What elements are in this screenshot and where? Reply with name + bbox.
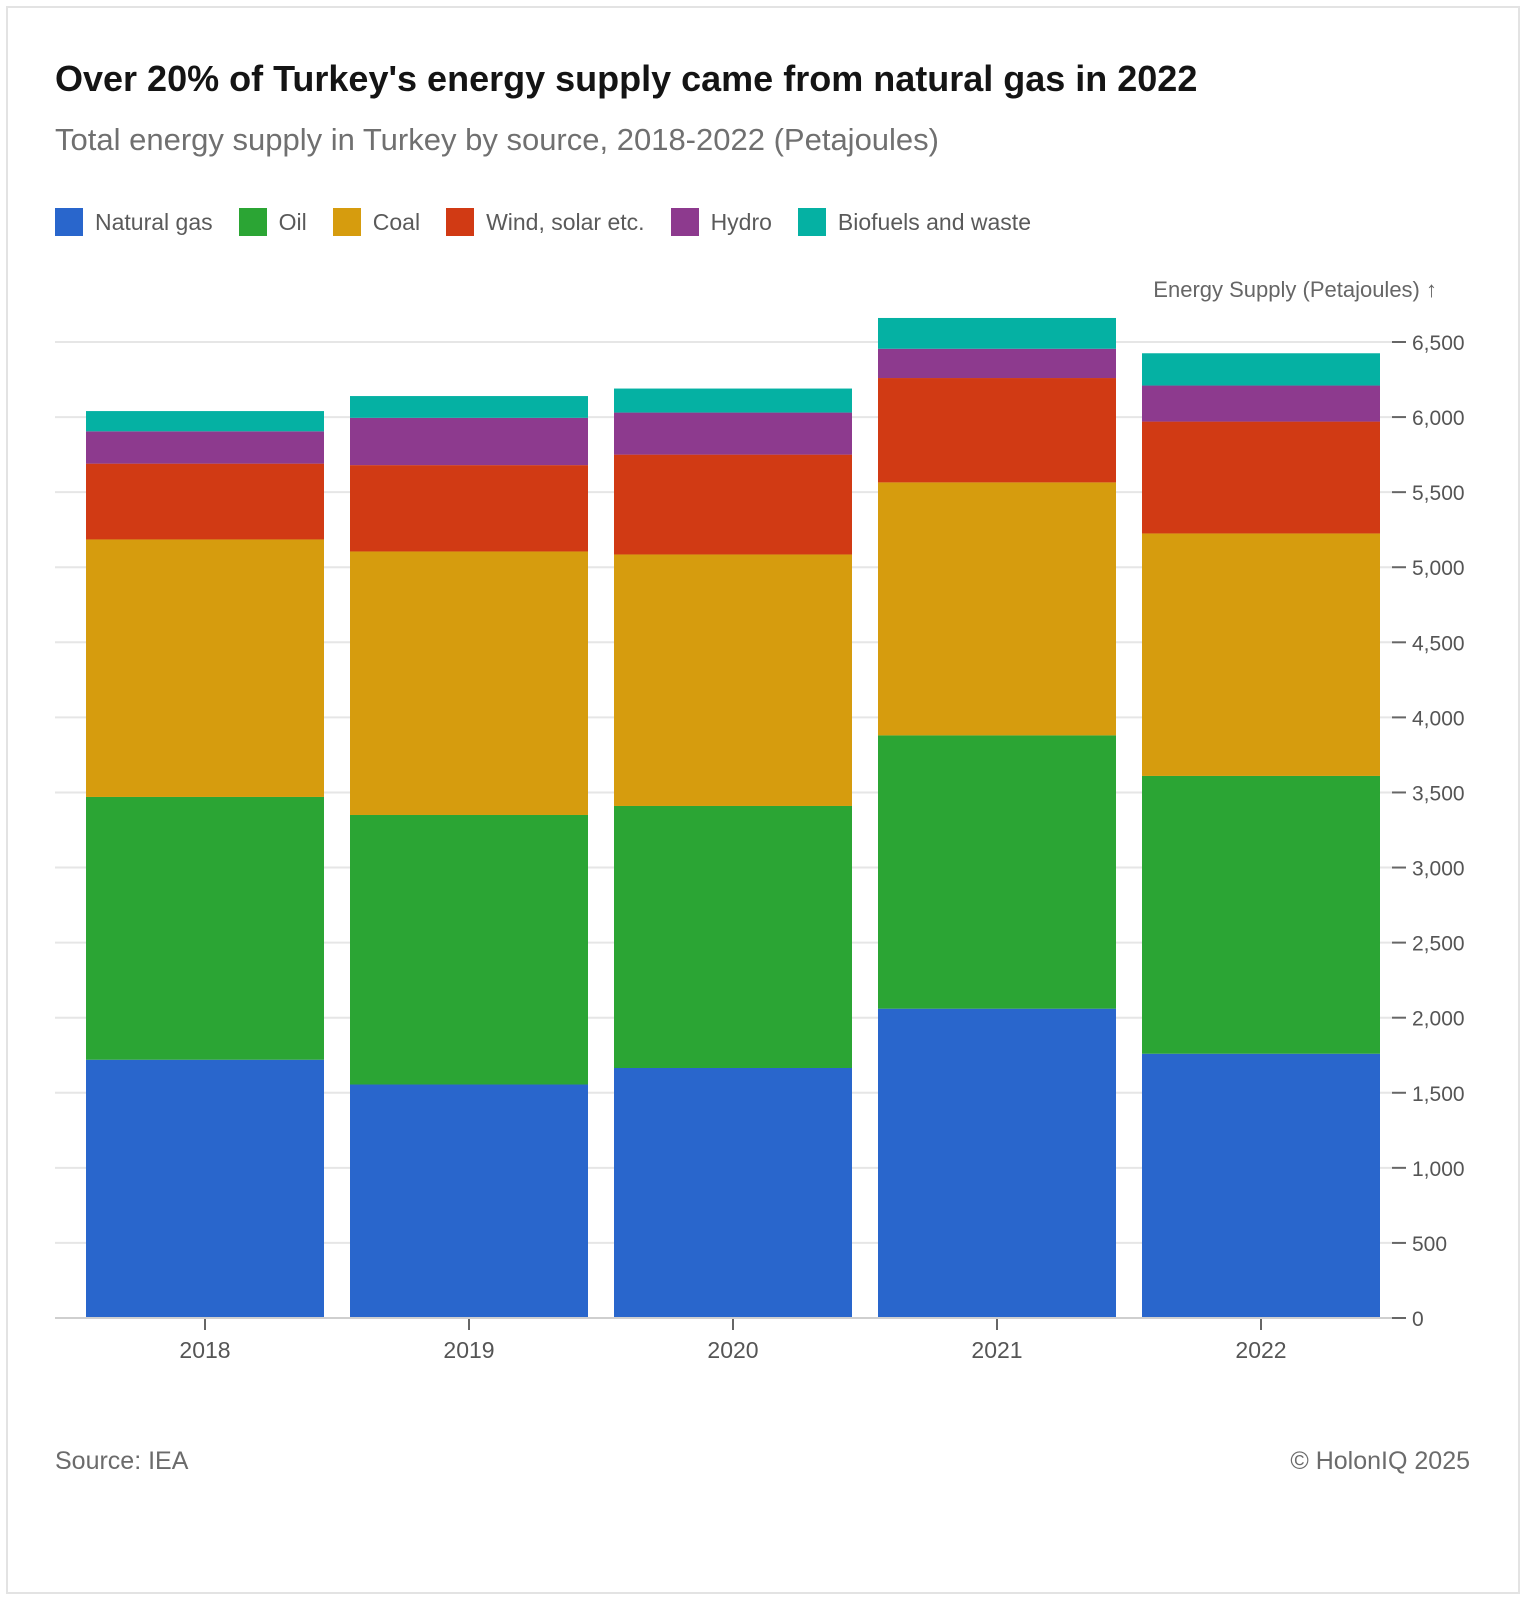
legend-item[interactable]: Coal (332, 208, 421, 236)
y-tick-label: 5,000 (1412, 557, 1465, 580)
legend-label: Hydro (710, 208, 772, 235)
legend-item[interactable]: Wind, solar etc. (446, 208, 645, 236)
x-tick-label: 2019 (443, 1337, 494, 1363)
bar-segment-wind-solar-etc[interactable] (878, 378, 1116, 483)
legend-label: Wind, solar etc. (486, 208, 645, 235)
x-tick-label: 2021 (971, 1337, 1022, 1363)
bar-segment-natural-gas[interactable] (614, 1067, 852, 1318)
bar-segment-biofuels-and-waste[interactable] (1142, 353, 1380, 386)
bar-segment-biofuels-and-waste[interactable] (878, 317, 1116, 349)
bar-segment-hydro[interactable] (86, 431, 324, 464)
copyright-note: © HolonIQ 2025 (1290, 1447, 1470, 1475)
legend-item[interactable]: Biofuels and waste (797, 208, 1031, 236)
bar-segment-coal[interactable] (86, 539, 324, 797)
legend-label: Coal (372, 208, 421, 235)
bar-segment-natural-gas[interactable] (86, 1059, 324, 1318)
legend-label: Oil (278, 208, 307, 235)
bar-segment-hydro[interactable] (878, 348, 1116, 379)
y-tick-label: 3,500 (1412, 782, 1465, 805)
bar-segment-oil[interactable] (1142, 775, 1380, 1054)
chart-title: Over 20% of Turkey's energy supply came … (55, 58, 1198, 99)
bar-segment-coal[interactable] (1142, 533, 1380, 776)
bar-segment-oil[interactable] (86, 796, 324, 1060)
chart-legend: Natural gas Oil Coal Wind, solar etc. Hydro B… (55, 208, 1057, 236)
bar-segment-coal[interactable] (878, 482, 1116, 736)
bar-segment-hydro[interactable] (1142, 385, 1380, 422)
bar-segment-oil[interactable] (878, 735, 1116, 1009)
bar-segment-wind-solar-etc[interactable] (1142, 421, 1380, 534)
bar-segment-biofuels-and-waste[interactable] (86, 411, 324, 432)
x-tick-label: 2018 (179, 1337, 230, 1363)
y-tick-label: 1,500 (1412, 1083, 1465, 1106)
bar-segment-natural-gas[interactable] (350, 1084, 588, 1318)
y-tick-label: 0 (1412, 1308, 1424, 1331)
bar-segment-biofuels-and-waste[interactable] (614, 388, 852, 413)
y-tick-label: 500 (1412, 1233, 1447, 1256)
bar-segment-natural-gas[interactable] (878, 1008, 1116, 1318)
bar-segment-hydro[interactable] (350, 417, 588, 466)
legend-item[interactable]: Natural gas (55, 208, 213, 236)
y-tick-label: 5,500 (1412, 482, 1465, 505)
y-tick-label: 2,000 (1412, 1008, 1465, 1031)
y-tick-label: 4,000 (1412, 707, 1465, 730)
legend-swatch (238, 208, 267, 236)
legend-item[interactable]: Oil (238, 208, 307, 236)
y-tick-label: 6,000 (1412, 407, 1465, 430)
y-tick-label: 3,000 (1412, 858, 1465, 881)
bar-segment-wind-solar-etc[interactable] (86, 463, 324, 540)
legend-swatch (332, 208, 361, 236)
bar-segment-natural-gas[interactable] (1142, 1053, 1380, 1318)
y-tick-label: 4,500 (1412, 632, 1465, 655)
y-tick-label: 6,500 (1412, 332, 1465, 355)
bar-segment-biofuels-and-waste[interactable] (350, 396, 588, 418)
bar-segment-wind-solar-etc[interactable] (614, 454, 852, 555)
bar-segment-wind-solar-etc[interactable] (350, 465, 588, 552)
legend-swatch (55, 208, 83, 236)
y-axis-title: Energy Supply (Petajoules) ↑ (1153, 277, 1437, 302)
y-tick-label: 1,000 (1412, 1158, 1465, 1181)
legend-item[interactable]: Hydro (670, 208, 772, 236)
legend-label: Biofuels and waste (837, 208, 1031, 235)
bar-segment-coal[interactable] (614, 554, 852, 806)
legend-swatch (446, 208, 475, 236)
legend-swatch (797, 208, 826, 236)
legend-label: Natural gas (95, 208, 213, 235)
bar-segment-oil[interactable] (614, 805, 852, 1068)
chart-subtitle: Total energy supply in Turkey by source,… (55, 122, 939, 157)
y-tick-label: 2,500 (1412, 933, 1465, 956)
bar-segment-oil[interactable] (350, 814, 588, 1085)
source-note: Source: IEA (55, 1447, 189, 1475)
bar-segment-coal[interactable] (350, 551, 588, 815)
x-tick-label: 2022 (1235, 1337, 1286, 1363)
legend-swatch (670, 208, 699, 236)
bar-segment-hydro[interactable] (614, 412, 852, 455)
x-tick-label: 2020 (707, 1337, 758, 1363)
